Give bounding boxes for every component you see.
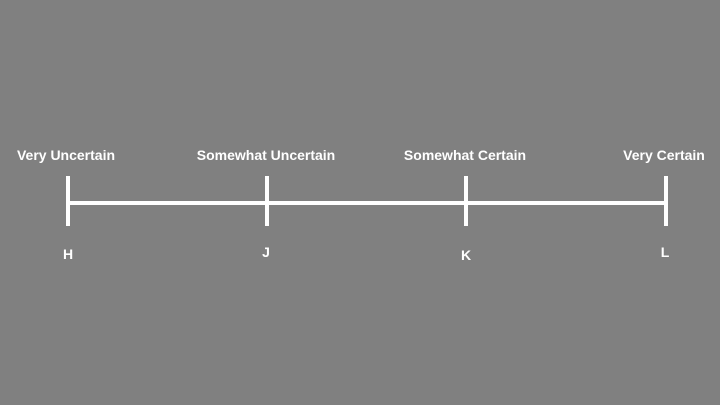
label-k: K [460,247,472,263]
scale-line [66,201,668,205]
label-somewhat-certain: Somewhat Certain [403,147,527,163]
tick-somewhat-certain [464,176,468,226]
label-j: J [262,244,270,260]
label-very-certain: Very Certain [623,147,705,163]
label-h: H [62,246,74,262]
tick-somewhat-uncertain [265,176,269,226]
tick-very-uncertain [66,176,70,226]
label-somewhat-uncertain: Somewhat Uncertain [196,147,336,163]
label-very-uncertain: Very Uncertain [16,147,116,163]
label-l: L [660,244,670,260]
tick-very-certain [664,176,668,226]
